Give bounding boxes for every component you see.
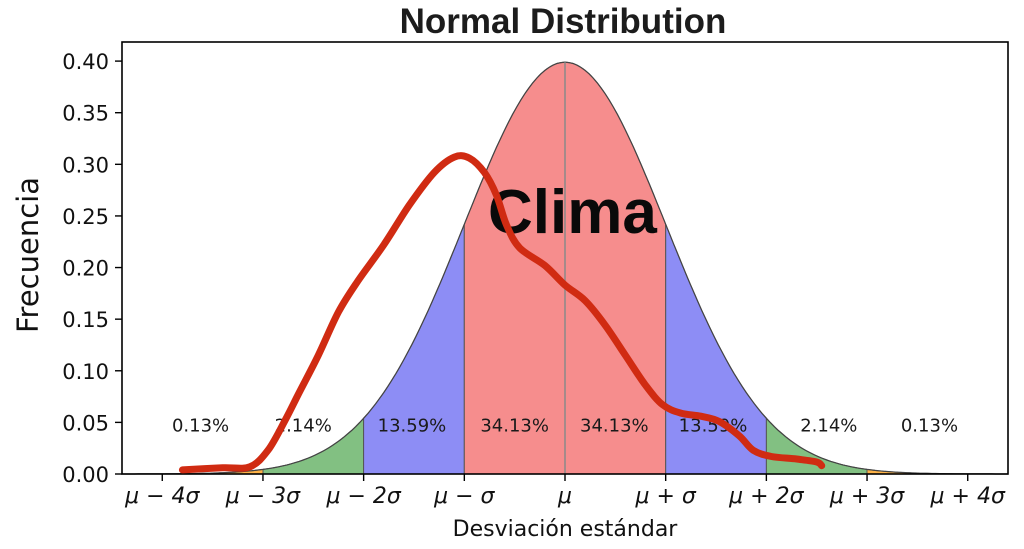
x-tick-label: μ: [557, 484, 572, 509]
y-tick-label: 0.30: [62, 153, 109, 177]
percentage-label: 34.13%: [580, 415, 649, 436]
y-tick-label: 0.00: [62, 463, 109, 487]
percentage-label: 2.14%: [275, 415, 332, 436]
chart-title: Normal Distribution: [399, 2, 727, 41]
x-tick-label: μ + σ: [634, 484, 696, 509]
percentage-label: 0.13%: [901, 415, 958, 436]
percentage-label: 34.13%: [480, 415, 549, 436]
bell-curve-outline: [122, 61, 1008, 475]
sigma-region: [564, 61, 667, 475]
y-tick-label: 0.10: [62, 360, 109, 384]
y-tick-label: 0.15: [62, 308, 109, 332]
y-tick-label: 0.20: [62, 257, 109, 281]
y-tick-label: 0.25: [62, 205, 109, 229]
percentage-label: 2.14%: [800, 415, 857, 436]
clima-overlay-line: [178, 152, 826, 474]
percentage-label: 0.13%: [172, 415, 229, 436]
x-tick-label: μ − 4σ: [124, 484, 200, 509]
x-tick-label: μ − 2σ: [325, 484, 401, 509]
x-tick-label: μ − σ: [433, 484, 495, 509]
x-tick-label: μ − 3σ: [225, 484, 301, 509]
x-tick-label: μ + 4σ: [930, 484, 1006, 509]
percentage-label: 13.59%: [378, 415, 447, 436]
x-axis-label: Desviación estándar: [452, 517, 678, 542]
x-tick-label: μ + 3σ: [829, 484, 905, 509]
y-tick-label: 0.40: [62, 50, 109, 74]
y-tick-label: 0.05: [62, 411, 109, 435]
x-tick-label: μ + 2σ: [728, 484, 804, 509]
y-tick-label: 0.35: [62, 102, 109, 126]
clima-annotation: Clima: [488, 178, 657, 247]
